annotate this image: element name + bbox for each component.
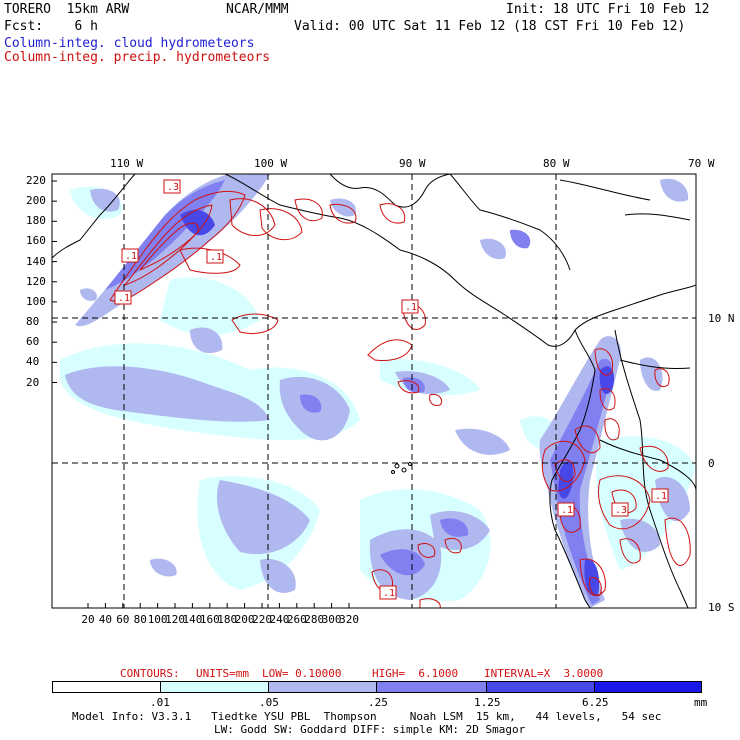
x-tick-label: 200 xyxy=(234,613,255,626)
y-tick-label: 60 xyxy=(26,335,40,349)
colorbar-label-3: 1.25 xyxy=(474,696,501,709)
lon-label-80w: 80 W xyxy=(543,157,570,170)
contour-labels: .3 .1 .1 .1 .1 .1 .3 .1 .1 xyxy=(114,179,669,600)
x-tick-label: 300 xyxy=(321,613,342,626)
x-tick-label: 240 xyxy=(269,613,290,626)
y-tick-label: 220 xyxy=(26,174,46,187)
contour-label-box xyxy=(401,299,419,314)
x-tick-label: 320 xyxy=(339,613,359,626)
x-tick-label: 20 xyxy=(81,613,95,626)
legend-precip: Column-integ. precip. hydrometeors xyxy=(4,50,271,65)
contour-label-text: .1 xyxy=(383,588,395,599)
contour-label-text: .1 xyxy=(655,491,667,502)
lat-lon-grid xyxy=(52,174,696,608)
x-tick-label: 220 xyxy=(252,613,272,626)
lat-label-10s: 10 S xyxy=(708,601,735,614)
y-tick-label: 100 xyxy=(26,294,46,308)
contour-label-text: .1 xyxy=(405,302,417,313)
colorbar-segment xyxy=(376,681,486,693)
org-label: NCAR/MMM xyxy=(226,2,289,17)
y-tick-label: 40 xyxy=(26,355,40,369)
contour-label-text: .1 xyxy=(210,252,222,263)
model-info-line1: Model Info: V3.3.1 Tiedtke YSU PBL Thomp… xyxy=(72,710,662,723)
colorbar-label-2: .25 xyxy=(368,696,388,709)
contours-title: CONTOURS: xyxy=(120,667,180,680)
contours-interval: INTERVAL=X 3.0000 xyxy=(484,667,604,680)
lon-label-100w: 100 W xyxy=(254,157,288,170)
colorbar-unit: mm xyxy=(694,696,708,709)
y-tick-label: 140 xyxy=(26,254,46,268)
x-tick-label: 40 xyxy=(98,613,113,626)
legend-cloud: Column-integ. cloud hydrometeors xyxy=(4,36,255,51)
lon-label-110w: 110 W xyxy=(110,157,144,170)
x-tick-label: 280 xyxy=(304,613,325,626)
contour-label-box xyxy=(611,502,629,517)
contour-label-text: .1 xyxy=(118,293,130,304)
x-tick-label: 260 xyxy=(286,613,307,626)
precip-contours xyxy=(109,190,691,608)
colorbar-segment xyxy=(594,681,702,693)
contour-label-box xyxy=(121,248,139,263)
x-tick-label: 140 xyxy=(182,613,203,626)
colorbar-segment xyxy=(52,681,160,693)
lat-label-0: 0 xyxy=(708,457,715,470)
contour-label-text: .3 xyxy=(167,182,179,193)
y-tick-label: 120 xyxy=(26,274,46,288)
contour-label-text: .3 xyxy=(615,505,627,516)
colorbar-label-4: 6.25 xyxy=(582,696,609,709)
contour-label-box xyxy=(114,290,132,305)
contours-high: HIGH= 6.1000 xyxy=(372,667,459,680)
contours-units: UNITS=mm xyxy=(196,667,249,680)
x-tick-label: 60 xyxy=(116,613,130,626)
contour-label-box xyxy=(651,488,669,503)
contour-label-text: .1 xyxy=(125,251,137,262)
colorbar-segment xyxy=(160,681,268,693)
lon-label-70w: 70 W xyxy=(688,157,715,170)
lat-label-10n: 10 N xyxy=(708,312,735,325)
valid-time: Valid: 00 UTC Sat 11 Feb 12 (18 CST Fri … xyxy=(294,19,686,34)
x-tick-label: 160 xyxy=(199,613,220,626)
contour-label-box xyxy=(163,179,181,194)
contour-label-text: .1 xyxy=(561,505,573,516)
y-tick-label: 180 xyxy=(26,214,46,228)
contour-label-box xyxy=(379,585,397,600)
y-tick-label: 160 xyxy=(26,234,46,248)
coastlines xyxy=(52,174,696,608)
colorbar-label-1: .05 xyxy=(259,696,279,709)
x-tick-label: 100 xyxy=(147,613,168,626)
init-time: Init: 18 UTC Fri 10 Feb 12 xyxy=(506,2,710,17)
contours-low: LOW= 0.10000 xyxy=(262,667,342,680)
contour-label-box xyxy=(557,502,575,517)
colorbar-label-0: .01 xyxy=(150,696,170,709)
lon-label-90w: 90 W xyxy=(399,157,426,170)
colorbar-segment xyxy=(268,681,376,693)
x-tick-label: 80 xyxy=(133,613,147,626)
contour-label-box xyxy=(206,249,224,264)
forecast-hour: Fcst: 6 h xyxy=(4,19,98,34)
axis-ticks xyxy=(52,180,350,608)
map-frame xyxy=(51,173,697,609)
x-tick-label: 120 xyxy=(165,613,185,626)
model-info-line2: LW: Godd SW: Goddard DIFF: simple KM: 2D… xyxy=(214,723,526,736)
y-tick-label: 200 xyxy=(26,194,46,208)
x-tick-label: 180 xyxy=(217,613,238,626)
y-tick-label: 20 xyxy=(26,375,40,389)
model-title: TORERO 15km ARW xyxy=(4,2,130,17)
y-tick-label: 80 xyxy=(26,315,40,329)
colorbar-segment xyxy=(486,681,594,693)
